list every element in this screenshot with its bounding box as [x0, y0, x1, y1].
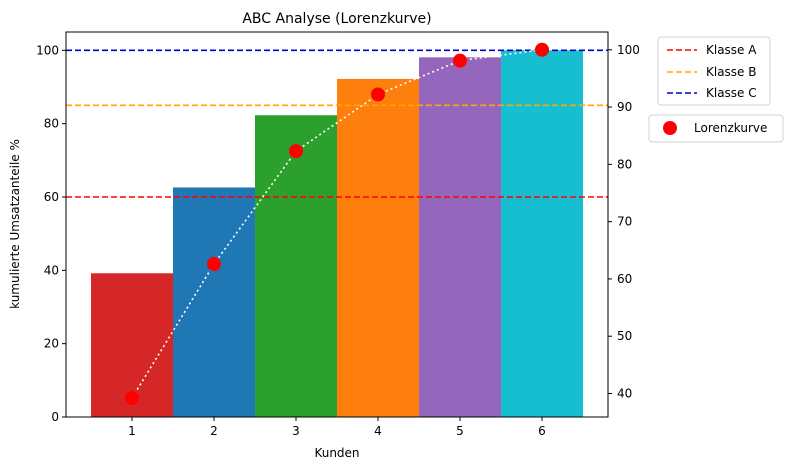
- bar-kunde-5: [419, 57, 501, 418]
- x-axis-label: Kunden: [314, 446, 359, 460]
- bars-layer: [91, 50, 583, 418]
- x-tick-label: 1: [128, 424, 136, 438]
- legend-label-lorenzkurve: Lorenzkurve: [694, 121, 767, 135]
- legend-swatch-lorenzkurve: [663, 121, 677, 135]
- y-axis-label: kumulierte Umsatzanteile %: [8, 139, 22, 309]
- lorenz-point-1: [125, 391, 139, 406]
- legend-label-klasse-b: Klasse B: [706, 65, 757, 79]
- y-axis-left: 0 20 40 60 80 100: [36, 43, 66, 424]
- lorenz-point-5: [453, 53, 467, 68]
- legend-reference-lines: Klasse A Klasse B Klasse C: [657, 36, 771, 106]
- y-right-tick-label: 70: [617, 215, 632, 229]
- lorenz-curve-layer: [125, 42, 549, 406]
- lorenz-curve-line: [131, 48, 543, 399]
- y-left-tick-label: 20: [44, 337, 59, 351]
- legend-box-reference-lines: [657, 36, 771, 106]
- bar-kunde-3: [255, 115, 337, 417]
- legend-label-klasse-c: Klasse C: [706, 86, 757, 100]
- y-left-tick-label: 60: [44, 190, 59, 204]
- legend-label-klasse-a: Klasse A: [706, 43, 757, 57]
- reference-lines-layer: [66, 49, 608, 198]
- x-tick-label: 6: [538, 424, 546, 438]
- y-right-tick-label: 100: [617, 43, 640, 57]
- y-right-tick-label: 40: [617, 387, 632, 401]
- x-tick-label: 3: [292, 424, 300, 438]
- chart-title: ABC Analyse (Lorenzkurve): [242, 11, 431, 27]
- y-left-tick-label: 40: [44, 263, 59, 277]
- lorenz-point-6: [535, 42, 549, 57]
- y-right-tick-label: 90: [617, 100, 632, 114]
- y-axis-right: 40 50 60 70 80 90 100: [608, 43, 640, 401]
- bar-kunde-4: [337, 78, 419, 417]
- y-left-tick-label: 0: [51, 410, 59, 424]
- legend-lorenz: Lorenzkurve: [648, 114, 784, 143]
- y-right-tick-label: 80: [617, 157, 632, 171]
- y-right-tick-label: 60: [617, 272, 632, 286]
- lorenz-point-2: [207, 257, 221, 272]
- bar-kunde-6: [501, 50, 583, 417]
- y-left-tick-label: 80: [44, 117, 59, 131]
- y-right-tick-label: 50: [617, 329, 632, 343]
- x-tick-label: 5: [456, 424, 464, 438]
- legend-box-lorenz: [648, 114, 784, 143]
- lorenz-point-3: [289, 144, 303, 159]
- plot-frame: [65, 31, 609, 418]
- lorenz-point-4: [371, 87, 385, 102]
- y-left-tick-label: 100: [36, 43, 59, 57]
- bar-kunde-2: [173, 187, 255, 417]
- x-tick-label: 4: [374, 424, 382, 438]
- x-axis: 1 2 3 4 5 6: [128, 417, 546, 438]
- x-tick-label: 2: [210, 424, 218, 438]
